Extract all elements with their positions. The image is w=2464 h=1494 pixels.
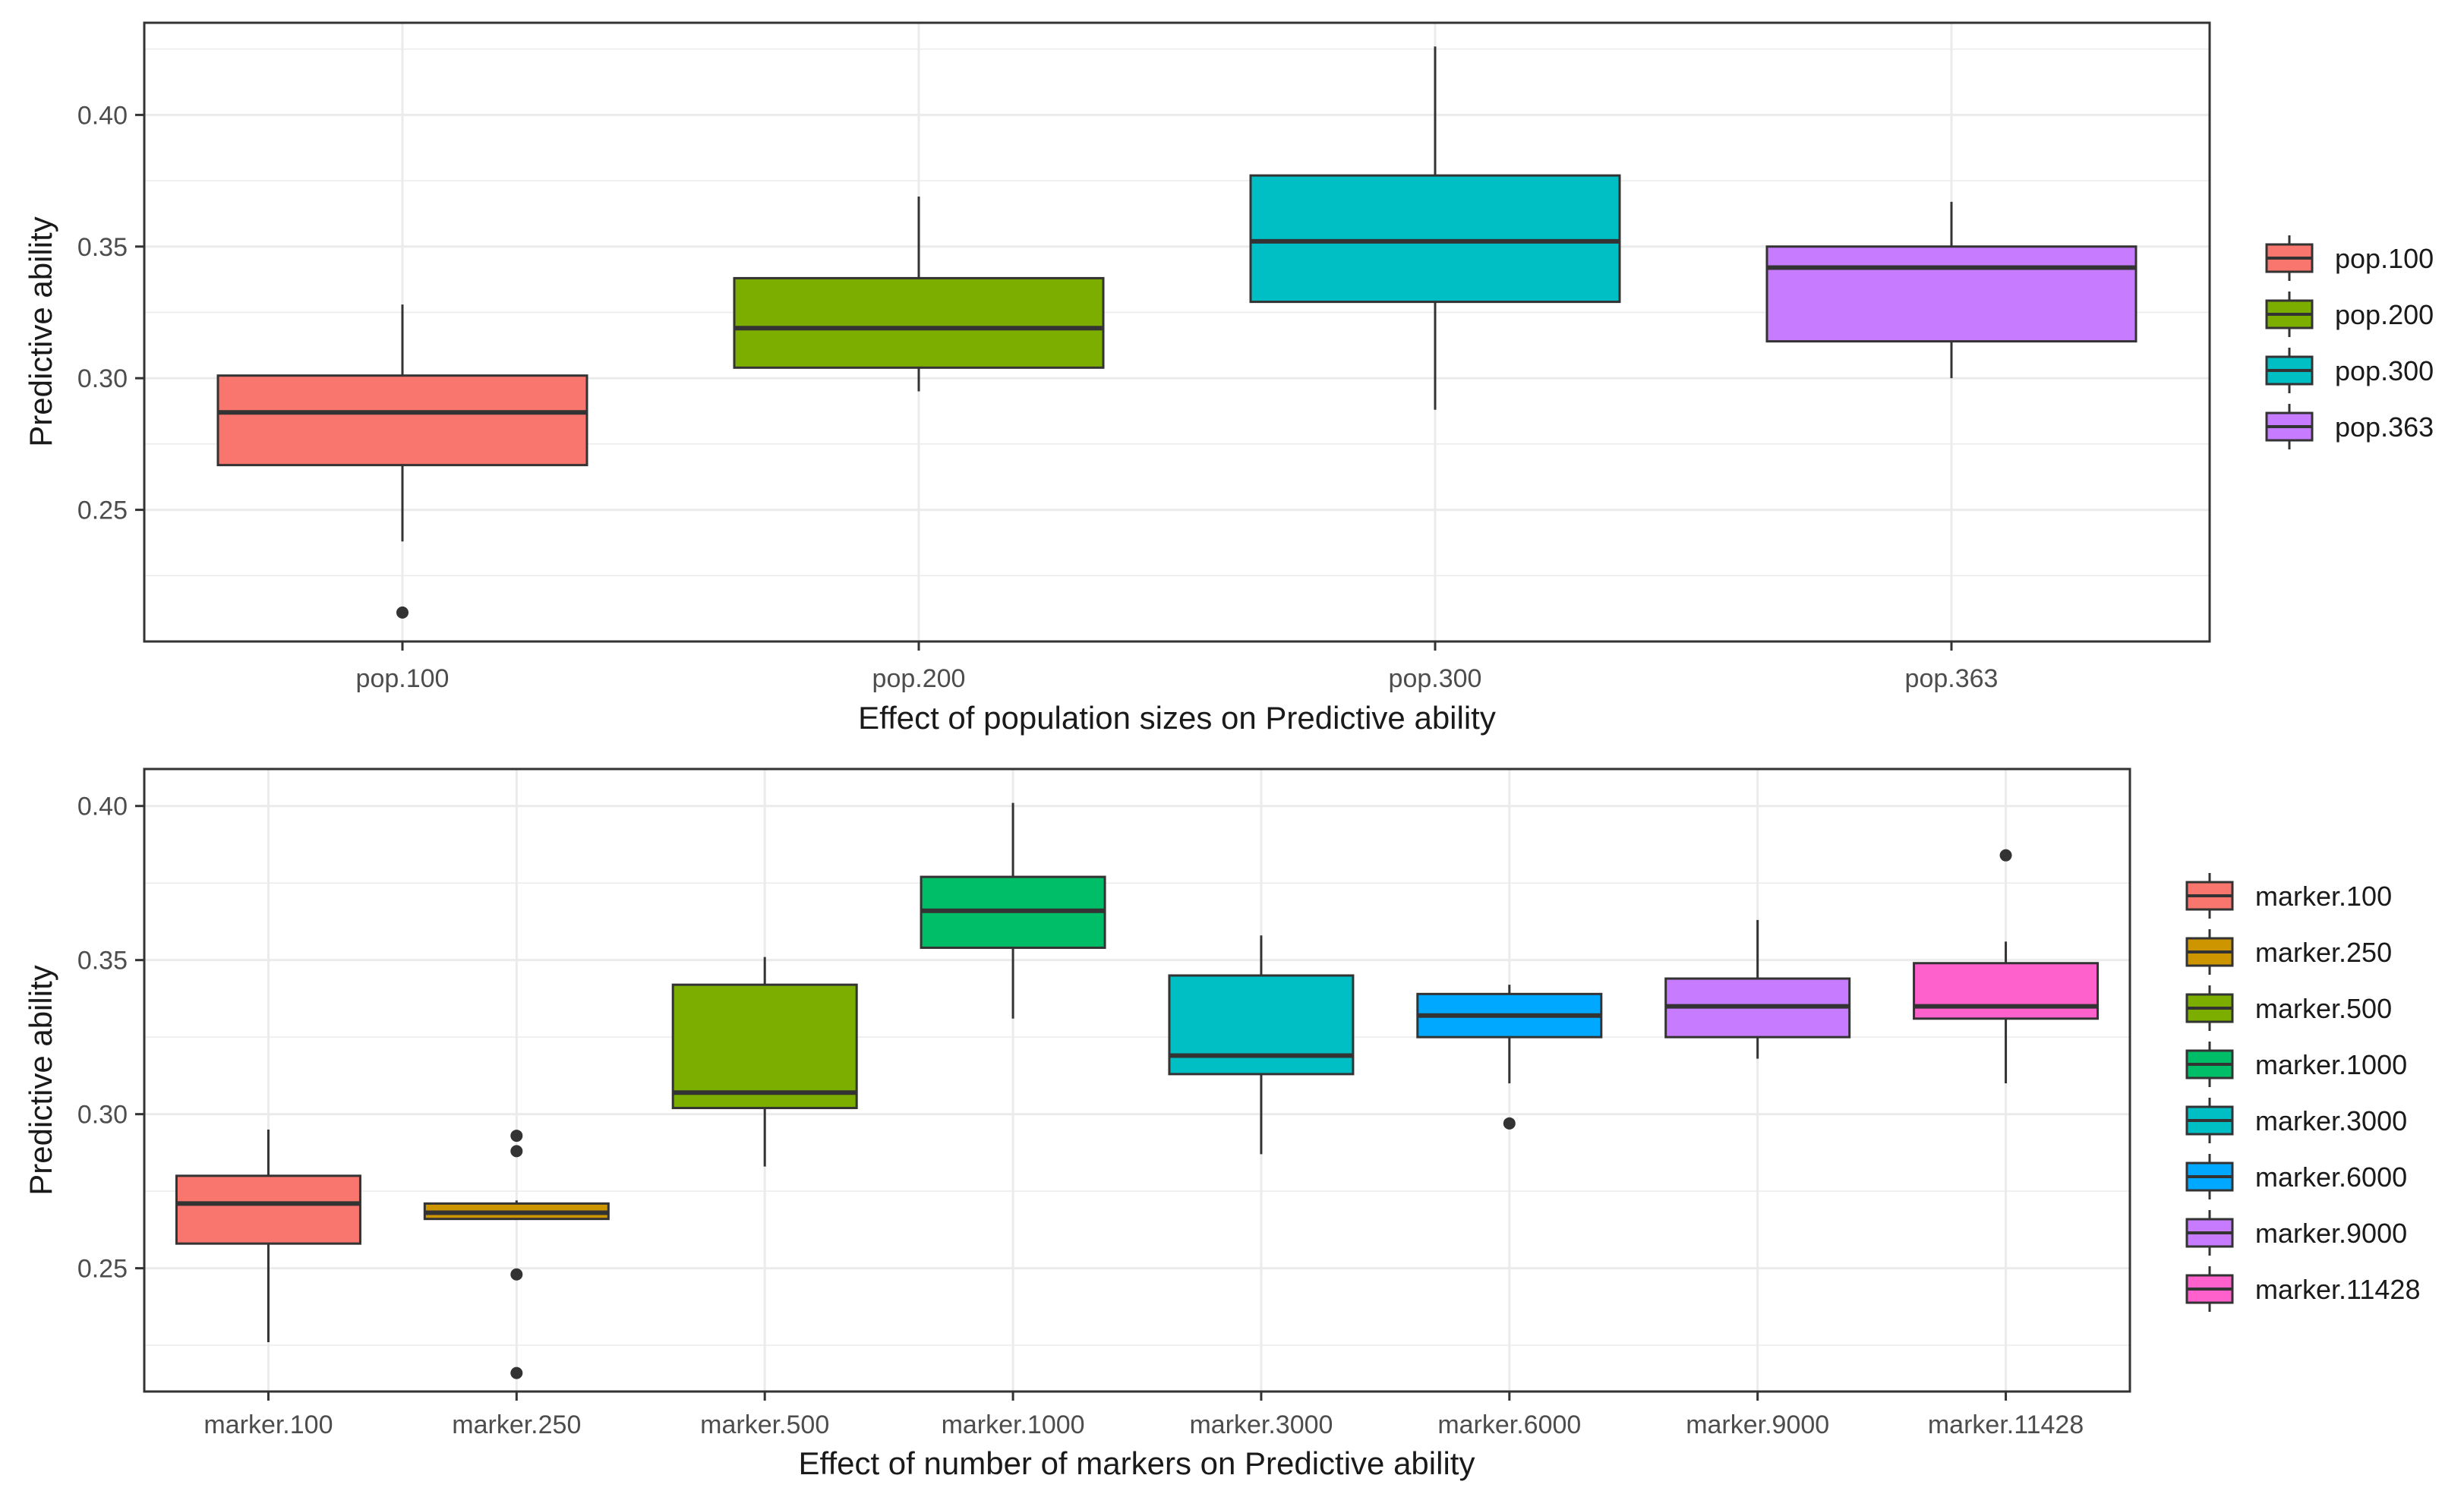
legend-label: marker.100 [2255, 881, 2392, 912]
legend-label: marker.11428 [2255, 1274, 2420, 1305]
x-tick-label: pop.363 [1905, 664, 1999, 693]
y-tick-label: 0.30 [77, 364, 128, 393]
boxes [175, 802, 2100, 1379]
legend-label: marker.500 [2255, 993, 2392, 1024]
x-tick-label: marker.500 [700, 1410, 829, 1439]
x-tick-label: pop.200 [872, 664, 966, 693]
x-tick-label: pop.100 [356, 664, 450, 693]
outlier-point [510, 1130, 523, 1143]
plot-area [144, 769, 2130, 1392]
box-pop.363 [1765, 245, 2137, 343]
x-axis-ticks: marker.100 marker.250 marker.500 marker.100… [203, 1392, 2084, 1439]
box-pop.300 [1249, 174, 1621, 304]
x-tick-label: marker.100 [203, 1410, 333, 1439]
legend-label: pop.200 [2335, 299, 2434, 330]
y-axis-title: Predictive ability [23, 965, 58, 1195]
x-axis-ticks: pop.100 pop.200 pop.300 pop.363 [356, 641, 1999, 693]
y-axis-ticks: 0.25 0.30 0.35 0.40 [77, 101, 144, 525]
legend-label: pop.300 [2335, 355, 2434, 386]
legend-label: marker.6000 [2255, 1161, 2407, 1193]
y-tick-label: 0.25 [77, 496, 128, 525]
legend: marker.100 marker.250 marker.500 marker.100… [2185, 873, 2420, 1312]
x-tick-label: marker.9000 [1686, 1410, 1829, 1439]
outlier-point [510, 1268, 523, 1281]
legend-label: marker.3000 [2255, 1105, 2407, 1136]
legend: pop.100 pop.200 pop.300 pop.363 [2265, 235, 2434, 449]
y-tick-label: 0.25 [77, 1255, 128, 1284]
x-axis-title: Effect of number of markers on Predictiv… [799, 1445, 1475, 1481]
outlier-point [1503, 1117, 1516, 1130]
legend-label: pop.100 [2335, 243, 2434, 274]
y-tick-label: 0.30 [77, 1101, 128, 1130]
population-size-panel: 0.250.300.350.40 pop.100 pop.200 pop.300 po… [23, 21, 2434, 736]
y-axis-ticks: 0.25 0.30 0.35 0.40 [77, 793, 144, 1284]
legend-label: pop.363 [2335, 411, 2434, 443]
legend-label: marker.9000 [2255, 1218, 2407, 1249]
x-tick-label: marker.1000 [942, 1410, 1085, 1439]
x-tick-label: marker.3000 [1189, 1410, 1333, 1439]
y-tick-label: 0.35 [77, 233, 128, 262]
plot-border [143, 21, 2211, 643]
boxes [216, 46, 2137, 619]
box-pop.100 [216, 374, 588, 467]
outlier-point [396, 606, 409, 619]
box-marker.11428 [1913, 962, 2100, 1020]
y-tick-label: 0.35 [77, 947, 128, 976]
y-tick-label: 0.40 [77, 101, 128, 130]
x-tick-label: marker.11428 [1928, 1410, 2084, 1439]
box-marker.500 [671, 983, 858, 1110]
legend-label: marker.1000 [2255, 1049, 2407, 1080]
outlier-point [1999, 849, 2012, 862]
x-axis-title: Effect of population sizes on Predictive… [858, 700, 1496, 736]
outlier-point [510, 1145, 523, 1158]
box-pop.200 [733, 276, 1105, 369]
plot-border [143, 767, 2131, 1393]
marker-count-panel: 0.250.300.350.40 marker.100 marker.250 mar… [23, 767, 2420, 1481]
x-tick-label: marker.250 [452, 1410, 581, 1439]
x-tick-label: marker.6000 [1437, 1410, 1581, 1439]
major-gridlines [144, 769, 2130, 1392]
legend-label: marker.250 [2255, 937, 2392, 968]
box-marker.100 [175, 1174, 361, 1245]
y-tick-label: 0.40 [77, 793, 128, 821]
box-marker.3000 [1168, 974, 1355, 1076]
outlier-point [510, 1366, 523, 1379]
y-axis-title: Predictive ability [23, 216, 58, 446]
x-tick-label: pop.300 [1389, 664, 1482, 693]
